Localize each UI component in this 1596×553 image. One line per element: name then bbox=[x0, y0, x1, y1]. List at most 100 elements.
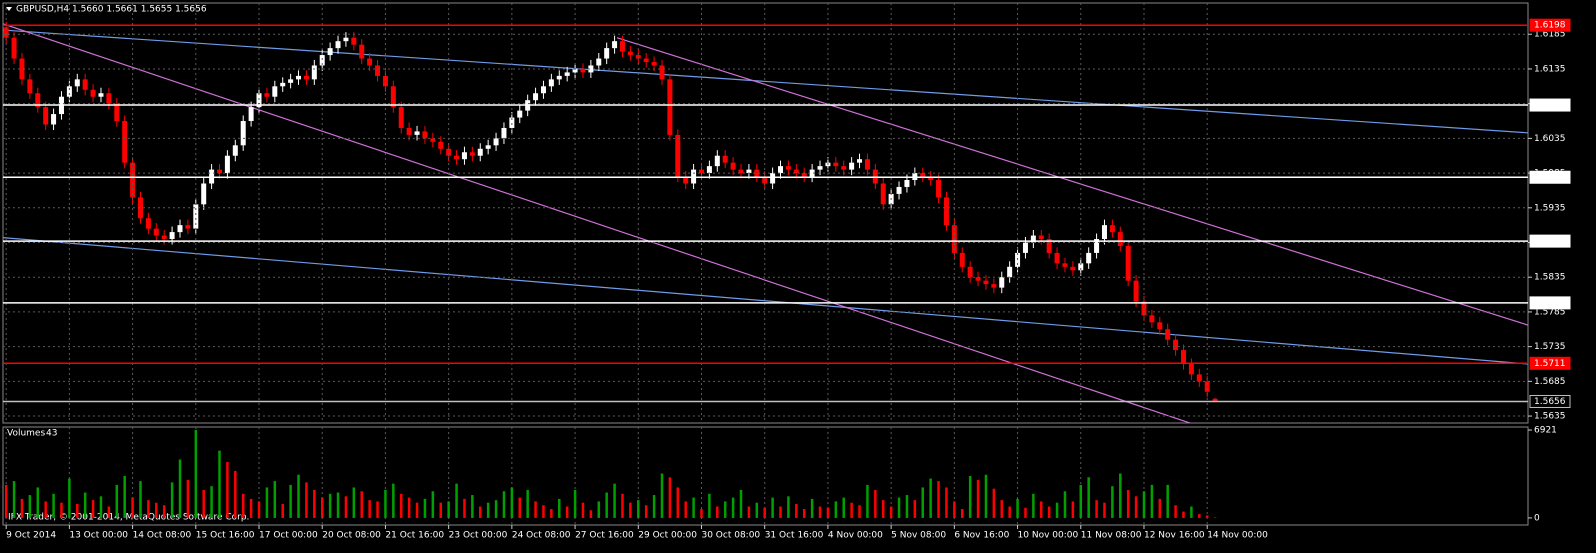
candle-body bbox=[137, 197, 143, 219]
candle-body bbox=[43, 107, 49, 125]
candle-body bbox=[359, 44, 365, 59]
candle-body bbox=[959, 252, 965, 267]
candle-body bbox=[11, 37, 17, 59]
candle-body bbox=[1180, 350, 1186, 364]
level-label: 1.6198 bbox=[1534, 21, 1566, 31]
candle-body bbox=[1204, 381, 1210, 392]
candle-body bbox=[248, 107, 254, 122]
x-tick-label: 4 Nov 00:00 bbox=[828, 531, 883, 541]
candle-body bbox=[817, 166, 823, 170]
candle-body bbox=[122, 121, 128, 163]
candle-body bbox=[1054, 252, 1060, 264]
candle-body bbox=[296, 75, 302, 80]
level-label-box bbox=[1529, 18, 1571, 32]
volume-label: Volumes bbox=[7, 429, 45, 439]
candle-body bbox=[185, 225, 191, 229]
candle-body bbox=[619, 41, 625, 52]
candle-body bbox=[485, 145, 491, 149]
candle-body bbox=[849, 162, 855, 170]
candle-body bbox=[588, 65, 594, 73]
candle-body bbox=[1157, 322, 1163, 330]
candle-body bbox=[1196, 374, 1202, 382]
candle-body bbox=[217, 169, 223, 174]
trend-line bbox=[616, 37, 1528, 326]
candle-body bbox=[904, 180, 910, 187]
candle-body bbox=[880, 183, 886, 205]
level-label-box bbox=[1529, 296, 1571, 310]
candle-body bbox=[454, 155, 460, 160]
candle-body bbox=[612, 41, 618, 49]
candle-body bbox=[738, 169, 744, 174]
candle-body bbox=[446, 148, 452, 156]
candle-body bbox=[422, 131, 428, 139]
candle-body bbox=[177, 225, 183, 233]
level-label: 1.5979 bbox=[1534, 173, 1566, 183]
x-tick-label: 30 Oct 08:00 bbox=[701, 531, 760, 541]
candle-body bbox=[406, 127, 412, 135]
candle-body bbox=[74, 79, 80, 87]
candle-body bbox=[3, 27, 9, 38]
candle-body bbox=[272, 86, 278, 97]
level-label: 1.5887 bbox=[1534, 237, 1566, 247]
candle-body bbox=[896, 186, 902, 194]
candle-body bbox=[983, 280, 989, 285]
candle-body bbox=[1086, 252, 1092, 264]
candle-body bbox=[303, 75, 309, 80]
x-tick-label: 23 Oct 00:00 bbox=[449, 531, 508, 541]
trend-line bbox=[3, 29, 1528, 134]
x-tick-label: 13 Oct 00:00 bbox=[69, 531, 128, 541]
candle-body bbox=[19, 58, 25, 80]
y-tick-label: 1.6185 bbox=[1534, 30, 1566, 40]
candle-body bbox=[311, 65, 317, 80]
candle-body bbox=[596, 58, 602, 66]
candle-body bbox=[509, 117, 515, 128]
candle-body bbox=[1149, 315, 1155, 323]
candle-body bbox=[161, 235, 167, 240]
candle-body bbox=[778, 166, 784, 174]
candle-body bbox=[1188, 363, 1194, 375]
candle-body bbox=[517, 110, 523, 118]
x-tick-label: 29 Oct 00:00 bbox=[638, 531, 697, 541]
candle-body bbox=[375, 65, 381, 76]
candle-body bbox=[928, 176, 934, 181]
candle-body bbox=[841, 166, 847, 170]
candle-body bbox=[730, 162, 736, 170]
candle-body bbox=[564, 72, 570, 76]
candle-body bbox=[572, 68, 578, 73]
candle-body bbox=[683, 176, 689, 184]
candle-body bbox=[540, 86, 546, 94]
candle-body bbox=[35, 93, 41, 108]
y-tick-label: 1.5835 bbox=[1534, 273, 1566, 283]
candle-body bbox=[27, 79, 33, 94]
level-label: 1.5656 bbox=[1534, 397, 1566, 407]
candle-body bbox=[643, 58, 649, 63]
candle-body bbox=[1030, 235, 1036, 243]
candle-body bbox=[327, 48, 333, 56]
candle-body bbox=[801, 173, 807, 177]
candle-body bbox=[999, 277, 1005, 288]
volume-last-value: 43 bbox=[46, 429, 57, 439]
candle-body bbox=[762, 176, 768, 184]
candle-body bbox=[936, 180, 942, 198]
candle-body bbox=[1101, 225, 1107, 240]
x-tick-label: 5 Nov 08:00 bbox=[891, 531, 946, 541]
x-tick-label: 31 Oct 16:00 bbox=[765, 531, 824, 541]
candle-body bbox=[398, 107, 404, 128]
candle-body bbox=[1007, 266, 1013, 278]
candle-body bbox=[201, 183, 207, 205]
level-label: 1.5711 bbox=[1534, 359, 1566, 369]
candle-body bbox=[351, 37, 357, 45]
candle-body bbox=[343, 37, 349, 42]
volume-panel bbox=[2, 426, 1529, 526]
level-label-box bbox=[1529, 356, 1571, 370]
candle-body bbox=[1173, 339, 1179, 351]
candle-body bbox=[280, 82, 286, 87]
level-label: 1.6083 bbox=[1534, 101, 1566, 111]
candle-body bbox=[438, 141, 444, 149]
chart-title: GBPUSD,H4 1.5660 1.5661 1.5655 1.5656 bbox=[16, 5, 207, 15]
candle-body bbox=[1022, 242, 1028, 253]
candle-body bbox=[793, 169, 799, 174]
x-tick-label: 24 Oct 08:00 bbox=[512, 531, 571, 541]
candle-body bbox=[627, 51, 633, 56]
